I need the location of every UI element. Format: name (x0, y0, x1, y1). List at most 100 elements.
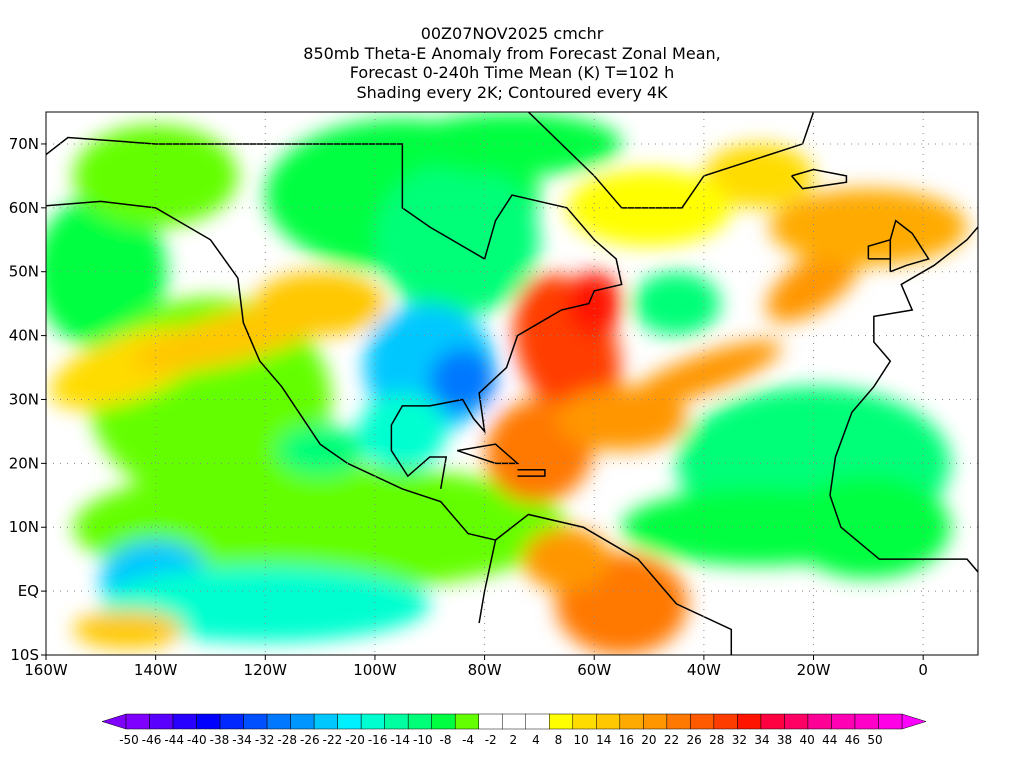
anomaly-region (522, 527, 611, 592)
colorbar-label: -32 (254, 733, 275, 747)
colorbar-label: 34 (754, 733, 770, 747)
anomaly-region (632, 271, 721, 336)
colorbar-label: -22 (322, 733, 343, 747)
title-line-4: Shading every 2K; Contoured every 4K (356, 82, 668, 102)
colorbar-swatch (431, 713, 456, 730)
coastline (46, 136, 623, 434)
lat-tick-label: 60N (9, 199, 39, 217)
lat-tick-label: 50N (9, 263, 39, 281)
lat-tick-label: 20N (9, 454, 39, 472)
colorbar-arrow-low (101, 713, 127, 730)
anomaly-region (626, 340, 782, 408)
colorbar-swatch (643, 713, 668, 730)
lon-tick-label: 100W (353, 661, 397, 679)
coastline (829, 226, 978, 496)
colorbar-swatch (596, 713, 621, 730)
anomaly-region (402, 112, 622, 176)
colorbar-swatch (690, 713, 715, 730)
colorbar-label: -2 (484, 733, 497, 747)
colorbar-arrow-high (901, 713, 927, 730)
lon-tick-label: 160W (24, 661, 68, 679)
colorbar-swatch (737, 713, 762, 730)
colorbar-swatch (290, 713, 315, 730)
colorbar-swatch (172, 713, 197, 730)
colorbar-swatch (125, 713, 150, 730)
colorbar-label: -8 (439, 733, 452, 747)
coastline (791, 168, 848, 190)
colorbar-label: 40 (799, 733, 815, 747)
colorbar-swatch (525, 713, 550, 730)
colorbar-swatch (196, 713, 221, 730)
colorbar (101, 713, 927, 730)
colorbar-label: -40 (187, 733, 207, 747)
lat-tick-label: 30N (9, 390, 39, 408)
colorbar-label: 44 (822, 733, 838, 747)
anomaly-region (766, 246, 861, 323)
colorbar-label: 20 (641, 733, 657, 747)
lon-tick-label: 20W (797, 661, 831, 679)
colorbar-swatch (549, 713, 574, 730)
coastline (517, 468, 546, 477)
colorbar-label: 4 (532, 733, 540, 747)
anomaly-region (100, 565, 430, 643)
colorbar-swatch (501, 713, 527, 730)
colorbar-label: -14 (390, 733, 411, 747)
anomaly-region (358, 393, 447, 470)
colorbar-swatch (360, 713, 385, 730)
colorbar-label: 32 (731, 733, 747, 747)
colorbar-swatch (149, 713, 174, 730)
colorbar-swatch (854, 713, 879, 730)
lat-tick-label: 10N (9, 518, 39, 536)
lon-tick-label: 140W (134, 661, 178, 679)
coastline (456, 443, 520, 465)
colorbar-swatch (313, 713, 338, 730)
colorbar-swatch (878, 713, 903, 730)
anomaly-region (374, 163, 540, 317)
colorbar-label: -20 (345, 733, 365, 747)
colorbar-label: -10 (413, 733, 433, 747)
colorbar-swatch (784, 713, 809, 730)
colorbar-label: 38 (776, 733, 793, 747)
colorbar-swatch (337, 713, 362, 730)
title-line-3: Forecast 0-240h Time Mean (K) T=102 h (349, 63, 675, 82)
colorbar-swatch (384, 713, 409, 730)
colorbar-label: -26 (300, 733, 320, 747)
colorbar-swatch (243, 713, 268, 730)
colorbar-swatch (219, 713, 244, 730)
colorbar-swatch (266, 713, 291, 730)
colorbar-label: 50 (867, 733, 883, 747)
coastlines (46, 112, 978, 655)
title-line-1: 00Z07NOV2025 cmchr (420, 24, 604, 43)
colorbar-label: -28 (277, 733, 298, 747)
lat-tick-label: EQ (18, 582, 39, 600)
coastline (829, 495, 978, 573)
colorbar-label: 14 (596, 733, 612, 747)
lon-tick-label: 60W (577, 661, 611, 679)
anomaly-region (703, 143, 814, 208)
coastline (867, 238, 892, 260)
colorbar-label: 2 (509, 733, 518, 747)
colorbar-label: 22 (663, 733, 680, 747)
anomaly-region (621, 488, 896, 566)
colorbar-swatch (831, 713, 856, 730)
coastline (46, 200, 497, 624)
title-line-2: 850mb Theta-E Anomaly from Forecast Zona… (303, 43, 721, 63)
colorbar-swatch (454, 713, 479, 730)
colorbar-label: -50 (119, 733, 139, 747)
colorbar-swatch (407, 713, 432, 730)
lat-tick-label: 70N (9, 135, 39, 153)
colorbar-swatch (478, 713, 503, 730)
colorbar-swatch (807, 713, 832, 730)
anomaly-region (566, 271, 622, 336)
lon-tick-label: 80W (468, 661, 502, 679)
colorbar-label: 16 (618, 733, 634, 747)
colorbar-swatch (666, 713, 691, 730)
colorbar-swatch (713, 713, 738, 730)
anomaly-region (769, 188, 967, 266)
lon-tick-label: 120W (244, 661, 288, 679)
lon-tick-label: 40W (687, 661, 721, 679)
anomaly-region (429, 348, 496, 413)
shaded-field (46, 112, 978, 655)
colorbar-label: -38 (209, 733, 230, 747)
